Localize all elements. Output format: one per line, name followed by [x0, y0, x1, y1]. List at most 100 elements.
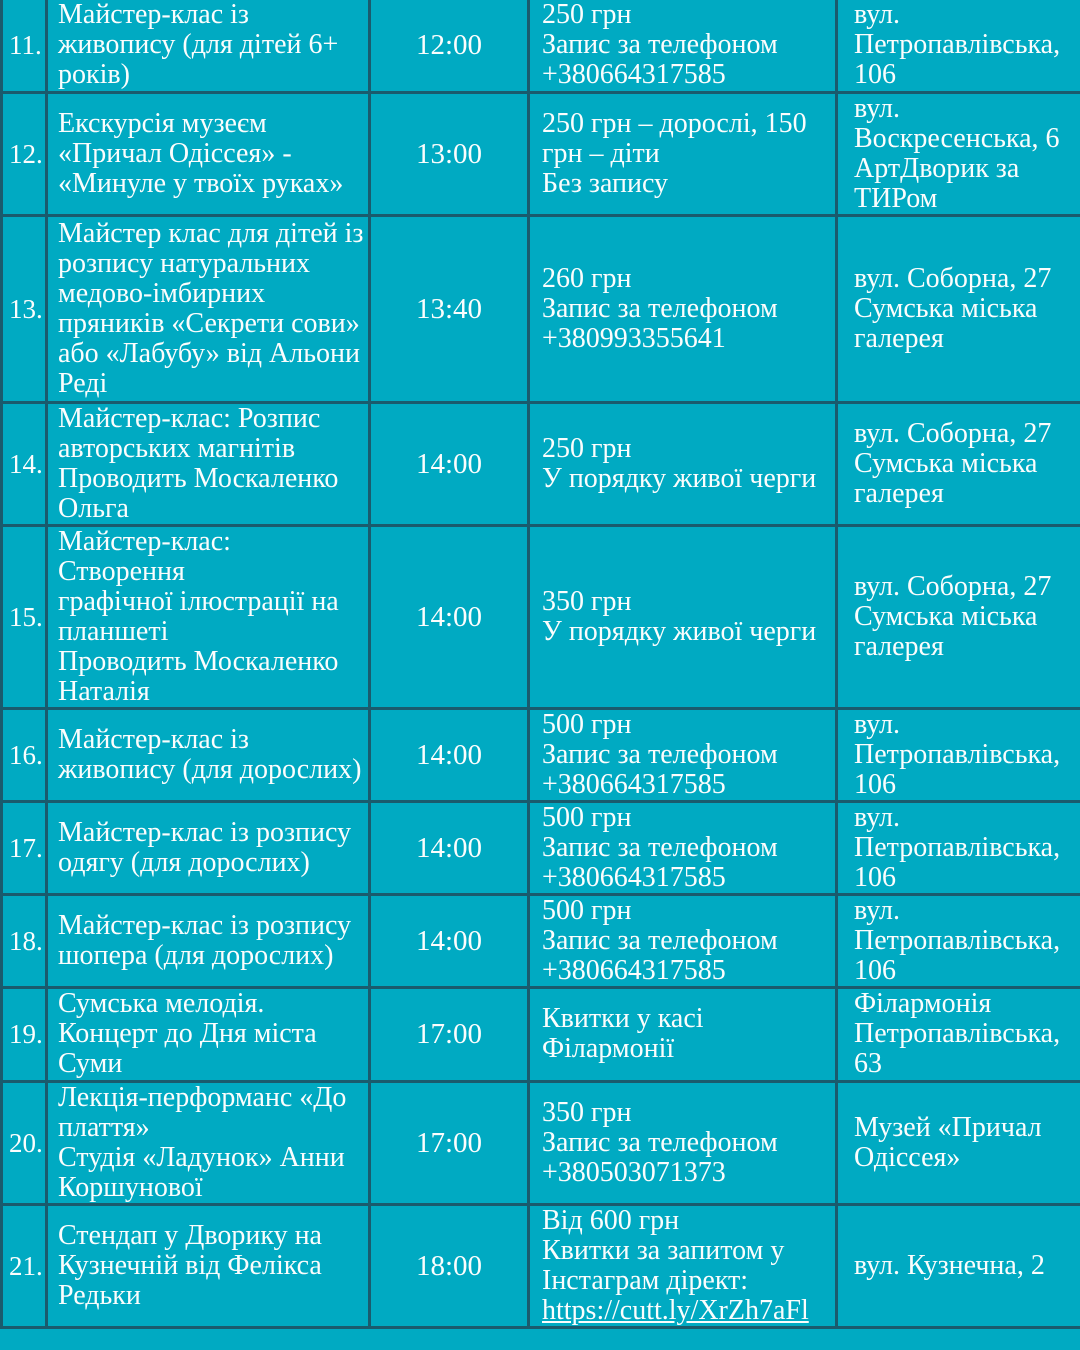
event-address: Філармонія Петропавлівська, 63	[854, 988, 1061, 1079]
row-number-cell: 14.	[0, 400, 48, 527]
event-time: 14:00	[415, 831, 483, 864]
price-info: 350 грн У порядку живої черги	[542, 585, 817, 647]
event-time: 14:00	[415, 600, 483, 633]
event-name: Майстер-клас із розпису одягу (для дорос…	[58, 816, 352, 878]
event-address: вул. Петропавлівська, 106	[854, 801, 1061, 893]
event-name: Екскурсія музеєм «Причал Одіссея» - «Мин…	[58, 107, 344, 199]
address-cell: вул. Петропавлівська, 106	[835, 892, 1080, 989]
price-info-cell: 500 грн Запис за телефоном +380664317585	[527, 799, 838, 896]
event-address: вул. Петропавлівська, 106	[854, 894, 1061, 986]
price-info: 250 грн Запис за телефоном +380664317585	[542, 0, 778, 91]
event-time-cell: 17:00	[368, 985, 530, 1083]
table-row: 20. Лекція-перформанс «До плаття» Студія…	[0, 1079, 1080, 1206]
event-name-cell: Лекція-перформанс «До плаття» Студія «Ла…	[45, 1079, 371, 1206]
price-info: 500 грн Запис за телефоном +380664317585	[542, 708, 778, 800]
event-address: вул. Петропавлівська, 106	[854, 0, 1061, 91]
address-cell: вул. Соборна, 27 Сумська міська галерея	[835, 213, 1080, 404]
price-info: Квитки у касі Філармонії	[542, 1003, 704, 1064]
table-row: 16. Майстер-клас із живопису (для доросл…	[0, 706, 1080, 803]
table-row: 17. Майстер-клас із розпису одягу (для д…	[0, 799, 1080, 896]
event-name-cell: Сумська мелодія. Концерт до Дня міста Су…	[45, 985, 371, 1083]
row-number: 14.	[9, 448, 43, 479]
event-time-cell: 12:00	[368, 0, 530, 94]
row-number: 20.	[9, 1127, 43, 1158]
event-address: вул. Соборна, 27 Сумська міська галерея	[854, 417, 1052, 509]
event-time-cell: 14:00	[368, 799, 530, 896]
event-time: 13:00	[415, 137, 483, 170]
row-number-cell: 16.	[0, 706, 48, 803]
price-info: 250 грн – дорослі, 150 грн – діти Без за…	[542, 107, 807, 199]
event-name-cell: Майстер-клас із розпису шопера (для доро…	[45, 892, 371, 989]
price-info: 350 грн Запис за телефоном +380503071373	[542, 1096, 778, 1188]
event-name-cell: Майстер-клас: Створення графічної ілюстр…	[45, 523, 371, 710]
event-name-cell: Майстер клас для дітей із розпису натура…	[45, 213, 371, 404]
price-info-cell: 500 грн Запис за телефоном +380664317585	[527, 706, 838, 803]
price-info-cell: 250 грн Запис за телефоном +380664317585	[527, 0, 838, 94]
address-cell: вул. Кузнечна, 2	[835, 1202, 1080, 1329]
price-info-cell: Квитки у касі Філармонії	[527, 985, 838, 1083]
address-cell: вул. Воскресенська, 6 АртДворик за ТИРом	[835, 90, 1080, 217]
event-time: 17:00	[415, 1126, 483, 1159]
event-time-cell: 13:00	[368, 90, 530, 217]
event-name-cell: Майстер-клас: Розпис авторських магнітів…	[45, 400, 371, 527]
address-cell: вул. Соборна, 27 Сумська міська галерея	[835, 400, 1080, 527]
event-name-cell: Майстер-клас із розпису одягу (для дорос…	[45, 799, 371, 896]
event-name-cell: Майстер-клас із живопису (для дітей 6+ р…	[45, 0, 371, 94]
row-number: 11.	[9, 30, 42, 61]
event-time-cell: 14:00	[368, 400, 530, 527]
address-cell: вул. Петропавлівська, 106	[835, 799, 1080, 896]
row-number: 18.	[9, 925, 43, 956]
event-address: вул. Соборна, 27 Сумська міська галерея	[854, 262, 1052, 354]
price-info: Від 600 грн Квитки за запитом у Інстагра…	[542, 1204, 785, 1296]
event-address: вул. Воскресенська, 6 АртДворик за ТИРом	[854, 92, 1060, 214]
address-cell: вул. Петропавлівська, 106	[835, 0, 1080, 94]
address-cell: вул. Петропавлівська, 106	[835, 706, 1080, 803]
event-name: Майстер-клас із розпису шопера (для доро…	[58, 909, 352, 971]
event-address: вул. Кузнечна, 2	[854, 1249, 1045, 1281]
event-name: Майстер-клас із живопису (для дорослих)	[58, 723, 362, 785]
ticket-link[interactable]: https://cutt.ly/XrZh7aFl	[542, 1294, 809, 1326]
address-cell: вул. Соборна, 27 Сумська міська галерея	[835, 523, 1080, 710]
table-row: 12. Екскурсія музеєм «Причал Одіссея» - …	[0, 90, 1080, 217]
event-time: 14:00	[415, 738, 483, 771]
row-number-cell: 19.	[0, 985, 48, 1083]
row-number-cell: 15.	[0, 523, 48, 710]
address-cell: Музей «Причал Одіссея»	[835, 1079, 1080, 1206]
row-number-cell: 17.	[0, 799, 48, 896]
event-name: Лекція-перформанс «До плаття» Студія «Ла…	[58, 1081, 347, 1203]
address-cell: Філармонія Петропавлівська, 63	[835, 985, 1080, 1083]
table-row: 21. Стендап у Дворику на Кузнечній від Ф…	[0, 1202, 1080, 1329]
price-info-cell: 250 грн У порядку живої черги	[527, 400, 838, 527]
event-time-cell: 14:00	[368, 523, 530, 710]
event-name-cell: Стендап у Дворику на Кузнечній від Фелік…	[45, 1202, 371, 1329]
event-time-cell: 18:00	[368, 1202, 530, 1329]
row-number: 15.	[9, 601, 43, 632]
event-name-cell: Майстер-клас із живопису (для дорослих)	[45, 706, 371, 803]
row-number: 16.	[9, 739, 43, 770]
event-address: вул. Соборна, 27 Сумська міська галерея	[854, 570, 1052, 662]
price-info: 500 грн Запис за телефоном +380664317585	[542, 801, 778, 893]
event-time: 14:00	[415, 924, 483, 957]
event-name-cell: Екскурсія музеєм «Причал Одіссея» - «Мин…	[45, 90, 371, 217]
event-time: 18:00	[415, 1249, 483, 1282]
event-address: вул. Петропавлівська, 106	[854, 708, 1061, 800]
event-name: Сумська мелодія. Концерт до Дня міста Су…	[58, 988, 317, 1079]
row-number-cell: 13.	[0, 213, 48, 404]
table-row: 14. Майстер-клас: Розпис авторських магн…	[0, 400, 1080, 527]
row-number-cell: 12.	[0, 90, 48, 217]
table-row: 15. Майстер-клас: Створення графічної іл…	[0, 523, 1080, 710]
table-row: 19. Сумська мелодія. Концерт до Дня міст…	[0, 985, 1080, 1083]
row-number: 12.	[9, 138, 43, 169]
row-number-cell: 18.	[0, 892, 48, 989]
event-time-cell: 13:40	[368, 213, 530, 404]
row-number: 21.	[9, 1250, 43, 1281]
row-number: 13.	[9, 293, 43, 324]
row-number: 19.	[9, 1019, 43, 1049]
event-time: 12:00	[415, 29, 483, 62]
event-name: Майстер-клас: Розпис авторських магнітів…	[58, 402, 339, 524]
price-info-cell: 260 грн Запис за телефоном +380993355641	[527, 213, 838, 404]
price-info: 500 грн Запис за телефоном +380664317585	[542, 894, 778, 986]
price-info-cell: 350 грн Запис за телефоном +380503071373	[527, 1079, 838, 1206]
row-number: 17.	[9, 832, 43, 863]
